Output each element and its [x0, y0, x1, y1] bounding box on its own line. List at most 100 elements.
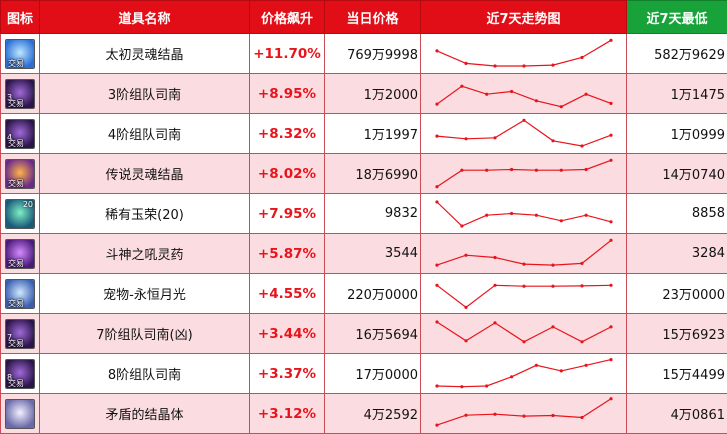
item-name[interactable]: 矛盾的结晶体 — [39, 393, 250, 434]
trend-chart-cell — [420, 353, 627, 394]
item-name[interactable]: 稀有玉荣(20) — [39, 193, 250, 234]
trend-point — [609, 283, 613, 287]
trend-sparkline — [435, 84, 613, 109]
trend-point — [493, 283, 497, 287]
item-name[interactable]: 7阶组队司南(凶) — [39, 313, 250, 354]
contradiction-crystal-icon — [5, 398, 35, 429]
table-row[interactable]: 矛盾的结晶体 +3.12% 4万2592 4万0861 — [0, 393, 727, 434]
table-row[interactable]: 交易 宠物-永恒月光 +4.55% 220万0000 23万0000 — [0, 273, 727, 314]
icon-level: 7 — [7, 332, 13, 342]
trend-point — [609, 133, 613, 137]
trade-tag: 交易 — [8, 258, 24, 268]
item-name[interactable]: 传说灵魂结晶 — [39, 153, 250, 194]
trend-point — [460, 224, 464, 228]
trend-sparkline — [435, 358, 613, 389]
trend-point — [493, 321, 497, 325]
item-name[interactable]: 太初灵魂结晶 — [39, 33, 250, 74]
icon-cell: 交易 — [0, 33, 40, 74]
trend-sparkline — [435, 397, 613, 427]
trend-point — [510, 167, 514, 172]
table-row[interactable]: 3 交易 3阶组队司南 +8.95% 1万2000 1万1475 — [0, 73, 727, 114]
item-name[interactable]: 8阶组队司南 — [39, 353, 250, 394]
jade-glory-icon: 20 — [5, 198, 35, 229]
trend-point — [584, 213, 588, 217]
trend-chart-cell — [420, 113, 627, 154]
today-price: 4万2592 — [324, 393, 421, 434]
price-rise: +5.87% — [249, 233, 325, 274]
trend-point — [493, 412, 497, 416]
price-rise: +7.95% — [249, 193, 325, 234]
trend-point — [510, 89, 514, 94]
trend-point — [551, 284, 555, 288]
trend-line — [436, 39, 612, 67]
item-name[interactable]: 4阶组队司南 — [39, 113, 250, 154]
week-low-price: 23万0000 — [626, 273, 727, 314]
trend-chart-cell — [420, 33, 627, 74]
trend-point — [534, 213, 538, 217]
price-rise: +11.70% — [249, 33, 325, 74]
trend-point — [522, 262, 526, 266]
week-low-price: 8858 — [626, 193, 727, 234]
table-row[interactable]: 4 交易 4阶组队司南 +8.32% 1万1997 1万0999 — [0, 113, 727, 154]
trend-point — [551, 325, 555, 329]
price-rise: +3.44% — [249, 313, 325, 354]
table-row[interactable]: 交易 传说灵魂结晶 +8.02% 18万6990 14万0740 — [0, 153, 727, 194]
week-low-price: 1万1475 — [626, 73, 727, 114]
price-rise: +8.02% — [249, 153, 325, 194]
trend-point — [584, 92, 588, 96]
trend-chart-cell — [420, 313, 627, 354]
price-rise: +8.32% — [249, 113, 325, 154]
trend-point — [580, 415, 584, 420]
trend-point — [435, 49, 439, 53]
price-rise: +3.37% — [249, 353, 325, 394]
item-name[interactable]: 宠物-永恒月光 — [39, 273, 250, 314]
today-price: 16万5694 — [324, 313, 421, 354]
trend-chart-cell — [420, 193, 627, 234]
icon-cell: 交易 — [0, 153, 40, 194]
trend-point — [464, 413, 468, 417]
trade-tag: 交易 — [8, 298, 24, 308]
trend-point — [460, 168, 464, 172]
trade-tag: 交易 — [8, 338, 24, 348]
trend-sparkline — [435, 158, 613, 189]
week-low-price: 3284 — [626, 233, 727, 274]
week-low-price: 4万0861 — [626, 393, 727, 434]
icon-level: 8 — [7, 372, 13, 382]
price-rise: +8.95% — [249, 73, 325, 114]
today-price: 1万2000 — [324, 73, 421, 114]
trend-point — [522, 414, 526, 418]
war-god-potion-icon: 交易 — [5, 238, 35, 269]
trend-sparkline — [435, 320, 613, 344]
trend-point — [584, 363, 588, 367]
item-name[interactable]: 3阶组队司南 — [39, 73, 250, 114]
today-price: 9832 — [324, 193, 421, 234]
trend-point — [435, 384, 439, 388]
trend-point — [435, 320, 439, 324]
trend-sparkline — [435, 200, 613, 228]
icon-level: 4 — [7, 132, 13, 142]
header-today: 当日价格 — [324, 0, 421, 34]
trend-point — [464, 339, 468, 343]
price-rise: +4.55% — [249, 273, 325, 314]
trend-line — [436, 398, 612, 426]
table-row[interactable]: 交易 太初灵魂结晶 +11.70% 769万9998 582万9629 — [0, 33, 727, 74]
table-row[interactable]: 交易 斗神之吼灵药 +5.87% 3544 3284 — [0, 233, 727, 274]
header-trend: 近7天走势图 — [420, 0, 627, 34]
trend-point — [485, 384, 489, 388]
price-rise: +3.12% — [249, 393, 325, 434]
week-low-price: 1万0999 — [626, 113, 727, 154]
icon-cell: 8 交易 — [0, 353, 40, 394]
trend-point — [559, 168, 563, 172]
trend-sparkline — [435, 118, 613, 148]
table-row[interactable]: 8 交易 8阶组队司南 +3.37% 17万0000 15万4499 — [0, 353, 727, 394]
trade-tag: 交易 — [8, 98, 24, 108]
table-row[interactable]: 7 交易 7阶组队司南(凶) +3.44% 16万5694 15万6923 — [0, 313, 727, 354]
trend-line — [436, 159, 612, 188]
trend-line — [436, 119, 612, 147]
trend-line — [436, 359, 612, 388]
header-rise: 价格飙升 — [249, 0, 325, 34]
item-name[interactable]: 斗神之吼灵药 — [39, 233, 250, 274]
table-row[interactable]: 20 稀有玉荣(20) +7.95% 9832 8858 — [0, 193, 727, 234]
today-price: 3544 — [324, 233, 421, 274]
